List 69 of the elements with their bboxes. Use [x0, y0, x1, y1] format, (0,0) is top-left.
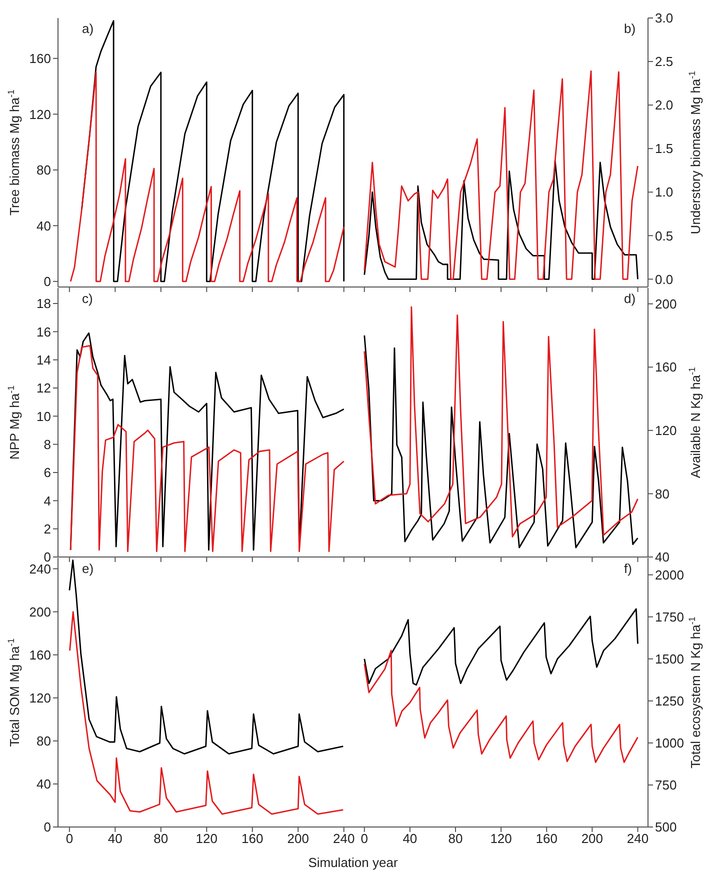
- y-tick-label: 8: [44, 436, 51, 452]
- y-tick-label: 40: [36, 776, 51, 792]
- line-series: [69, 611, 344, 815]
- y2-tick-label: 2000: [655, 567, 684, 582]
- y2-tick-label: 3.0: [655, 10, 674, 26]
- line-series: [364, 160, 638, 280]
- x-tick-label: 200: [581, 831, 604, 846]
- y-tick-label: 80: [36, 162, 51, 178]
- y-tick-label: 0: [44, 274, 51, 290]
- y-tick-label: 40: [36, 218, 51, 234]
- x-tick-label: 80: [154, 831, 168, 846]
- x-tick-label: 160: [536, 831, 558, 846]
- x-tick-label: 160: [242, 831, 264, 846]
- line-series: [364, 650, 638, 763]
- y2-tick-label: 1500: [655, 651, 684, 666]
- annotation: c): [82, 291, 93, 306]
- y-tick-label: 80: [36, 734, 51, 749]
- x-tick-label: 200: [287, 831, 309, 846]
- x-tick-label: 240: [626, 831, 649, 846]
- x-tick-label: 40: [402, 831, 418, 846]
- y2-tick-label: 2.0: [655, 98, 674, 113]
- y2-tick-label: 1000: [655, 736, 684, 751]
- x-tick-label: 80: [448, 831, 463, 846]
- x-axis-title: Simulation year: [307, 855, 399, 870]
- annotation: d): [624, 291, 636, 306]
- y2-tick-label: 160: [655, 360, 677, 375]
- y2-tick-label: 750: [655, 778, 677, 793]
- y2-tick-label: 0.5: [655, 228, 674, 244]
- x-tick-label: 240: [333, 831, 355, 846]
- x-tick-label: 0: [360, 831, 368, 846]
- line-series: [364, 608, 638, 686]
- y2-tick-label: 1250: [655, 694, 684, 709]
- y2-tick-label: 120: [655, 423, 677, 438]
- y-tick-label: 2: [44, 521, 51, 536]
- x-tick-label: 120: [196, 831, 218, 846]
- annotation: f): [624, 561, 632, 576]
- y-tick-label: 6: [44, 465, 51, 480]
- y-tick-label: 200: [29, 604, 51, 620]
- x-tick-label: 120: [490, 831, 512, 846]
- line-series: [68, 559, 344, 755]
- y-tick-label: 14: [36, 352, 51, 368]
- y2-tick-label: 1.5: [655, 141, 674, 156]
- y2-tick-label: 80: [655, 486, 670, 502]
- y2-tick-label: 200: [655, 296, 677, 312]
- line-series: [364, 334, 638, 548]
- annotation: e): [82, 561, 94, 576]
- y-tick-label: 0: [44, 820, 51, 835]
- line-series: [364, 70, 638, 280]
- y2-tick-label: 2.5: [655, 54, 674, 70]
- y-tick-label: 16: [36, 324, 51, 340]
- annotation: a): [82, 21, 94, 36]
- annotation: b): [624, 21, 636, 36]
- x-tick-label: 40: [108, 831, 122, 846]
- y-tick-label: 12: [36, 380, 51, 396]
- line-series: [364, 306, 638, 538]
- y-tick-label: 120: [29, 690, 51, 706]
- line-series: [70, 72, 345, 282]
- y2-tick-label: 1750: [655, 609, 684, 624]
- y2-tick-label: 0.0: [655, 272, 674, 287]
- y-tick-label: 18: [36, 296, 51, 312]
- y-tick-label: 10: [36, 408, 51, 424]
- y2-tick-label: 500: [655, 820, 677, 835]
- y-tick-label: 4: [44, 493, 51, 508]
- y2-tick-label: 40: [655, 550, 670, 565]
- y2-tick-label: 1.0: [655, 184, 674, 200]
- y-tick-label: 160: [29, 647, 51, 662]
- y-tick-label: 160: [29, 51, 51, 66]
- x-tick-label: 0: [66, 831, 74, 846]
- y-tick-label: 120: [29, 106, 51, 122]
